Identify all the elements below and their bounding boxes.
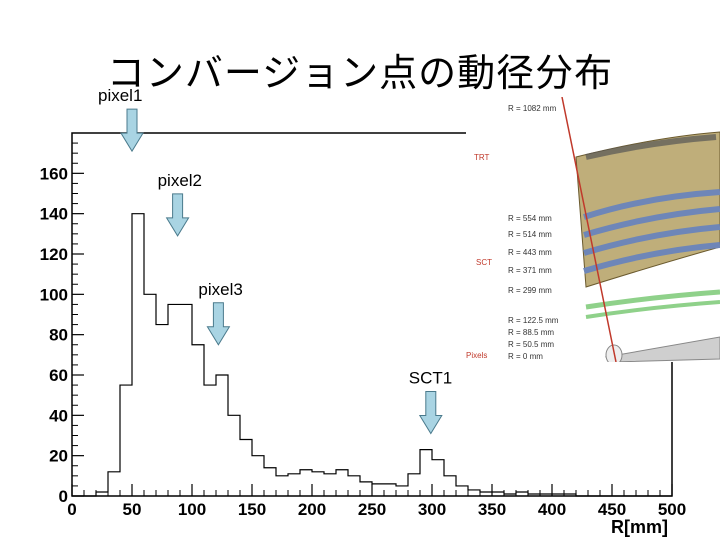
annotation-arrow [418,391,443,435]
x-axis: 0 50 100 150 200 250 300 350 400 450 500 [67,484,686,519]
x-tick-label: 100 [178,500,206,519]
annotation-arrow [206,302,231,346]
inset-radius-label: R = 514 mm [508,230,552,239]
x-tick-label: 450 [598,500,626,519]
inset-radius-label: R = 0 mm [508,352,543,361]
inset-pixels-label: Pixels [466,351,487,360]
inset-radius-label: R = 371 mm [508,266,552,275]
annotation-label: pixel1 [98,86,142,105]
annotation-sct1: SCT1 [409,369,452,435]
y-tick-label: 140 [40,205,68,224]
annotation-label: SCT1 [409,369,452,388]
annotation-arrow [120,108,144,153]
inset-radius-label: R = 1082 mm [508,104,557,113]
annotation-pixel3: pixel3 [198,280,243,346]
x-tick-label: 350 [478,500,506,519]
x-tick-label: 150 [238,500,266,519]
x-tick-label: 300 [418,500,446,519]
y-axis: 0 20 40 60 80 100 120 140 160 [40,142,84,506]
annotation-pixel2: pixel2 [158,171,202,237]
slide-title: コンバージョン点の動径分布 [106,51,614,95]
x-tick-label: 250 [358,500,386,519]
x-axis-label: R[mm] [611,517,668,537]
x-tick-label: 0 [67,500,76,519]
histogram-series [72,213,672,497]
x-tick-label: 400 [538,500,566,519]
annotation-label: pixel2 [158,171,202,190]
inset-radius-label: R = 299 mm [508,286,552,295]
y-tick-label: 60 [49,366,68,385]
inset-sct-label: SCT [476,258,492,267]
y-tick-label: 20 [49,447,68,466]
y-tick-label: 80 [49,326,68,345]
inset-radius-label: R = 50.5 mm [508,340,554,349]
x-tick-label: 50 [123,500,142,519]
y-tick-label: 40 [49,406,68,425]
y-tick-label: 100 [40,285,68,304]
inset-radius-label: R = 443 mm [508,248,552,257]
x-tick-label: 500 [658,500,686,519]
y-tick-label: 0 [59,487,68,506]
y-tick-label: 160 [40,164,68,183]
inset-trt-label: TRT [474,153,490,162]
y-tick-label: 120 [40,245,68,264]
x-tick-label: 200 [298,500,326,519]
annotation-pixel1: pixel1 [98,86,144,153]
peak-annotations: pixel1 pixel2 pixel3 SCT1 [98,86,452,435]
detector-inset-image: TRT SCT Pixels R = 1082 mm R = 554 mm R … [466,97,720,362]
inset-radius-label: R = 122.5 mm [508,316,559,325]
inset-radius-label: R = 88.5 mm [508,328,554,337]
annotation-arrow [165,193,190,237]
inset-radius-label: R = 554 mm [508,214,552,223]
annotation-label: pixel3 [198,280,242,299]
